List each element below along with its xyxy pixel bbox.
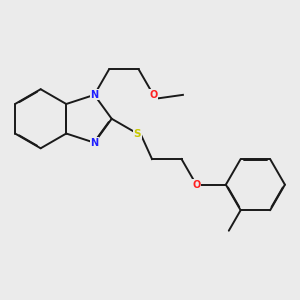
Text: N: N — [90, 90, 98, 100]
Text: N: N — [90, 138, 98, 148]
Text: O: O — [149, 90, 158, 100]
Text: O: O — [192, 180, 200, 190]
Text: S: S — [134, 128, 141, 139]
